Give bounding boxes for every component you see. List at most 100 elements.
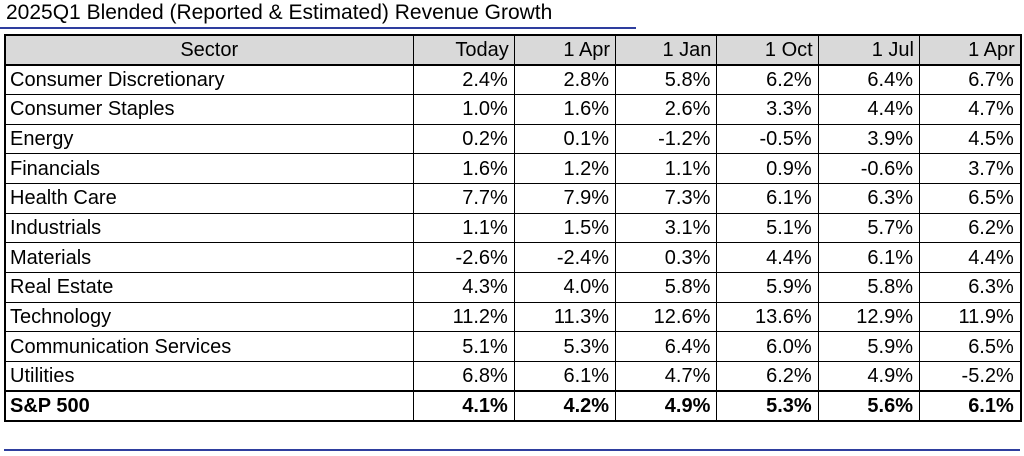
value-cell: 13.6%: [716, 301, 819, 332]
value-cell: 1.6%: [412, 153, 515, 184]
total-label: S&P 500: [5, 390, 413, 421]
column-header-1-apr-prior: 1 Apr: [918, 35, 1021, 66]
value-cell: 12.6%: [615, 301, 717, 332]
header-row: Sector Today 1 Apr 1 Jan 1 Oct 1 Jul 1 A…: [5, 35, 1021, 66]
value-cell: 5.8%: [615, 272, 717, 303]
value-cell: 0.1%: [513, 123, 616, 154]
value-cell: 4.3%: [412, 272, 515, 303]
table-row: Communication Services 5.1% 5.3% 6.4% 6.0% 5.…: [5, 331, 1021, 362]
title-underline: [0, 27, 636, 29]
table-row: Consumer Discretionary 2.4% 2.8% 5.8% 6.2% 6.…: [5, 64, 1021, 95]
table-row: Consumer Staples 1.0% 1.6% 2.6% 3.3% 4.4% 4.7%: [5, 93, 1021, 125]
column-header-today: Today: [412, 35, 515, 66]
value-cell: -0.6%: [817, 153, 920, 184]
value-cell: 6.1%: [716, 182, 819, 214]
value-cell: 2.6%: [615, 93, 717, 125]
value-cell: 7.9%: [513, 182, 616, 214]
value-cell: 6.1%: [918, 390, 1021, 421]
value-cell: 5.9%: [716, 272, 819, 303]
sector-name: Materials: [5, 242, 413, 273]
value-cell: 3.9%: [817, 123, 920, 154]
table-row: Technology 11.2% 11.3% 12.6% 13.6% 12.9% 11.9%: [5, 301, 1021, 332]
value-cell: 6.2%: [716, 361, 819, 392]
value-cell: 1.0%: [412, 93, 515, 125]
value-cell: 4.0%: [513, 272, 616, 303]
value-cell: 6.5%: [918, 182, 1021, 214]
table-title: 2025Q1 Blended (Reported & Estimated) Re…: [6, 1, 553, 24]
sector-name: Consumer Staples: [5, 93, 413, 125]
value-cell: 1.1%: [615, 153, 717, 184]
sector-name: Industrials: [5, 212, 413, 243]
value-cell: 0.2%: [412, 123, 515, 154]
value-cell: 11.9%: [918, 301, 1021, 332]
value-cell: 6.4%: [817, 64, 920, 95]
column-header-1-apr: 1 Apr: [513, 35, 616, 66]
table-row: Health Care 7.7% 7.9% 7.3% 6.1% 6.3% 6.5%: [5, 182, 1021, 214]
table-row: Materials -2.6% -2.4% 0.3% 4.4% 6.1% 4.4%: [5, 242, 1021, 273]
column-header-1-jan: 1 Jan: [615, 35, 717, 66]
value-cell: 6.3%: [918, 272, 1021, 303]
value-cell: 7.7%: [412, 182, 515, 214]
value-cell: 6.2%: [918, 212, 1021, 243]
table-row: Real Estate 4.3% 4.0% 5.8% 5.9% 5.8% 6.3%: [5, 272, 1021, 303]
value-cell: 5.7%: [817, 212, 920, 243]
value-cell: 6.1%: [513, 361, 616, 392]
value-cell: 3.7%: [918, 153, 1021, 184]
bottom-rule: [4, 449, 1020, 451]
value-cell: 6.1%: [817, 242, 920, 273]
value-cell: 5.8%: [817, 272, 920, 303]
value-cell: 4.7%: [615, 361, 717, 392]
value-cell: 6.3%: [817, 182, 920, 214]
value-cell: 0.3%: [615, 242, 717, 273]
sector-name: Communication Services: [5, 331, 413, 362]
value-cell: 4.5%: [918, 123, 1021, 154]
value-cell: 5.6%: [817, 390, 920, 421]
table-row: Energy 0.2% 0.1% -1.2% -0.5% 3.9% 4.5%: [5, 123, 1021, 154]
table-row: Financials 1.6% 1.2% 1.1% 0.9% -0.6% 3.7%: [5, 153, 1021, 184]
value-cell: 6.0%: [716, 331, 819, 362]
value-cell: 7.3%: [615, 182, 717, 214]
column-header-1-jul: 1 Jul: [817, 35, 920, 66]
value-cell: 6.5%: [918, 331, 1021, 362]
value-cell: 1.5%: [513, 212, 616, 243]
sector-name: Energy: [5, 123, 413, 154]
value-cell: 3.1%: [615, 212, 717, 243]
value-cell: 2.4%: [412, 64, 515, 95]
value-cell: 5.1%: [716, 212, 819, 243]
value-cell: 4.4%: [817, 93, 920, 125]
sector-name: Health Care: [5, 182, 413, 214]
value-cell: 1.6%: [513, 93, 616, 125]
revenue-growth-table: Sector Today 1 Apr 1 Jan 1 Oct 1 Jul 1 A…: [4, 34, 1022, 422]
value-cell: 5.3%: [513, 331, 616, 362]
sector-name: Technology: [5, 301, 413, 332]
value-cell: 0.9%: [716, 153, 819, 184]
value-cell: -5.2%: [918, 361, 1021, 392]
value-cell: 4.9%: [817, 361, 920, 392]
sector-name: Real Estate: [5, 272, 413, 303]
total-row: S&P 500 4.1% 4.2% 4.9% 5.3% 5.6% 6.1%: [5, 390, 1021, 421]
value-cell: 4.4%: [918, 242, 1021, 273]
column-header-sector: Sector: [5, 35, 413, 66]
sector-name: Consumer Discretionary: [5, 64, 413, 95]
table-body: Consumer Discretionary 2.4% 2.8% 5.8% 6.2% 6.…: [5, 64, 1021, 421]
value-cell: 11.3%: [513, 301, 616, 332]
value-cell: 1.1%: [412, 212, 515, 243]
value-cell: 5.8%: [615, 64, 717, 95]
value-cell: -1.2%: [615, 123, 717, 154]
value-cell: 4.2%: [513, 390, 616, 421]
value-cell: 2.8%: [513, 64, 616, 95]
table-row: Industrials 1.1% 1.5% 3.1% 5.1% 5.7% 6.2%: [5, 212, 1021, 243]
value-cell: 11.2%: [412, 301, 515, 332]
value-cell: 12.9%: [817, 301, 920, 332]
column-header-1-oct: 1 Oct: [716, 35, 819, 66]
value-cell: 5.1%: [412, 331, 515, 362]
value-cell: -2.6%: [412, 242, 515, 273]
sector-name: Financials: [5, 153, 413, 184]
value-cell: 5.9%: [817, 331, 920, 362]
value-cell: 4.7%: [918, 93, 1021, 125]
value-cell: 6.2%: [716, 64, 819, 95]
value-cell: 4.4%: [716, 242, 819, 273]
value-cell: 6.8%: [412, 361, 515, 392]
table-row: Utilities 6.8% 6.1% 4.7% 6.2% 4.9% -5.2%: [5, 361, 1021, 392]
value-cell: 3.3%: [716, 93, 819, 125]
